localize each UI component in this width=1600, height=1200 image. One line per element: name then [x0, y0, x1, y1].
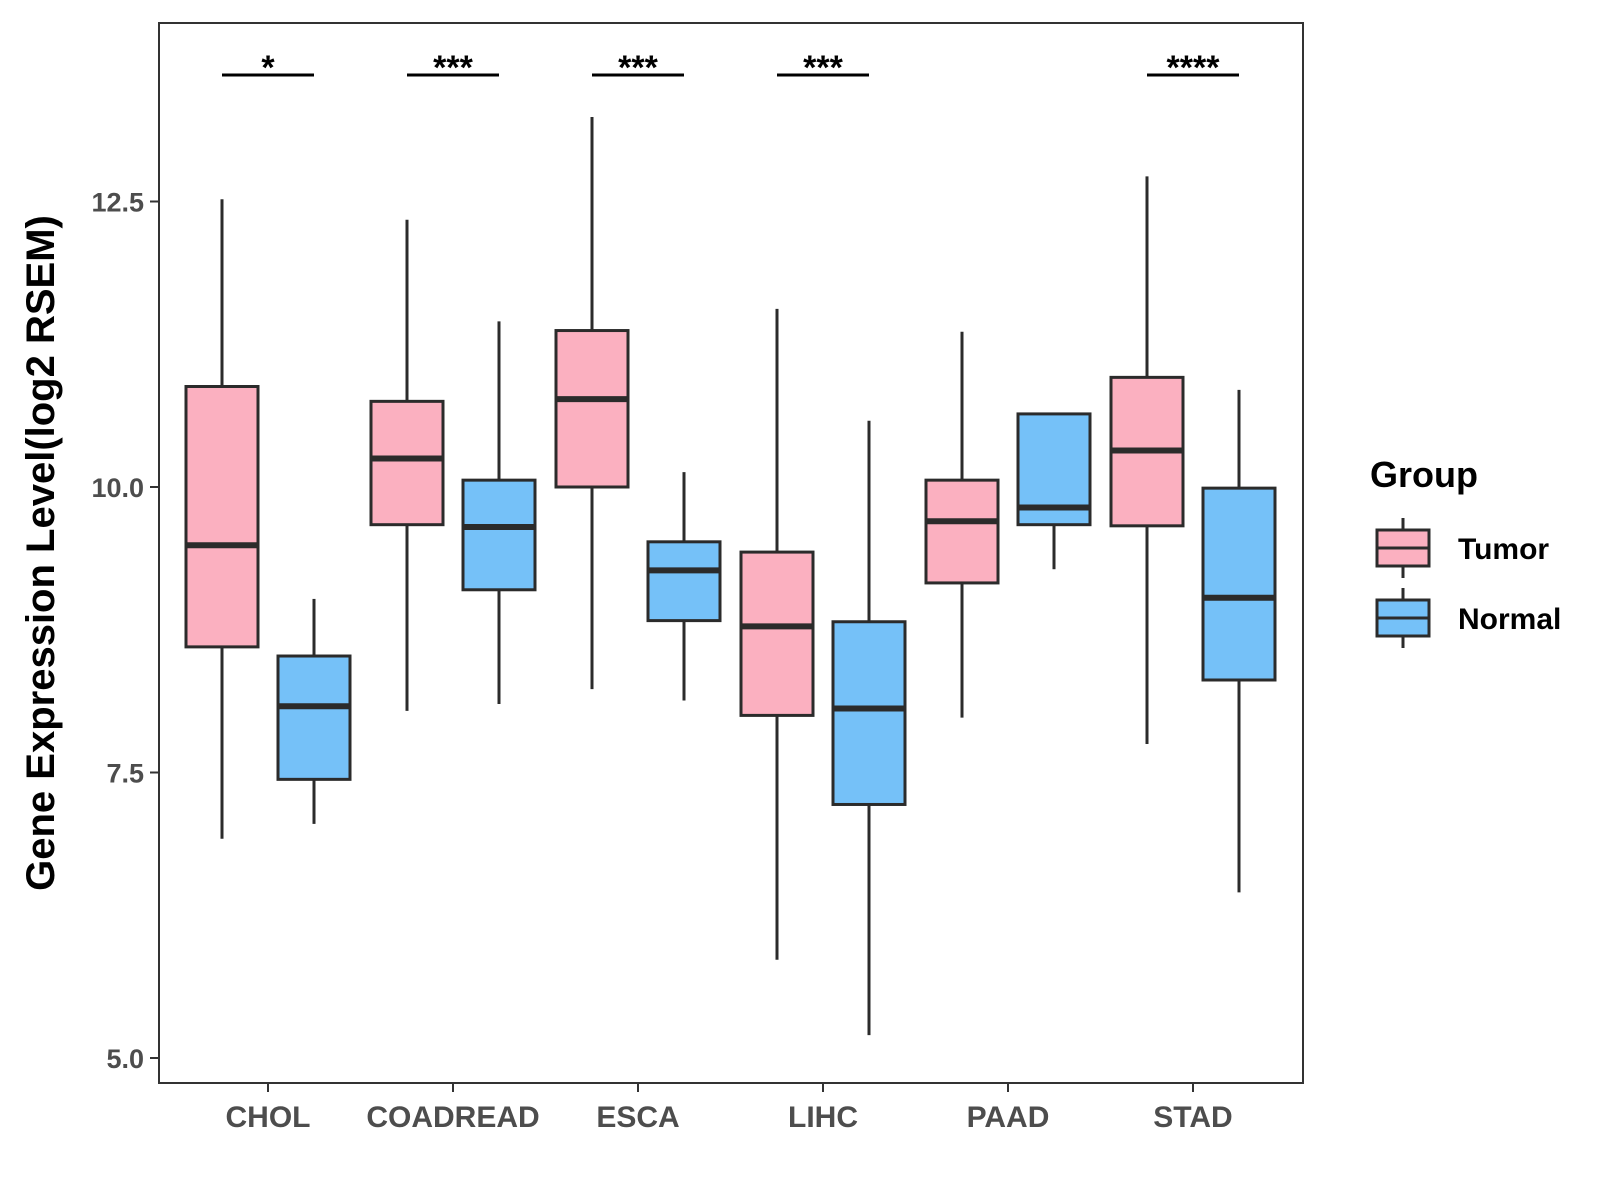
legend-label: Normal [1458, 603, 1561, 636]
box-iqr [646, 540, 722, 623]
box-iqr [924, 478, 1000, 585]
box-coadread-tumor [369, 219, 445, 711]
legend-item-normal: Normal [1375, 588, 1561, 648]
box-chol-normal [276, 598, 352, 824]
x-tick-label: STAD [1153, 1101, 1232, 1134]
box-iqr [831, 620, 907, 806]
box-iqr [739, 550, 815, 717]
box-esca-tumor [554, 116, 630, 690]
y-tick-label: 5.0 [106, 1044, 144, 1074]
x-tick-label: LIHC [788, 1101, 858, 1134]
box-iqr [276, 654, 352, 781]
box-coadread-normal [461, 321, 537, 704]
box-lihc-normal [831, 420, 907, 1036]
box-iqr [184, 385, 260, 649]
plot-panel-border [158, 22, 1304, 1084]
significance-label: **** [1167, 49, 1221, 87]
box-paad-tumor [924, 331, 1000, 718]
y-tick-label: 7.5 [106, 759, 144, 789]
box-paad-normal [1016, 412, 1092, 570]
box-iqr [1201, 486, 1277, 682]
plot-marks [184, 116, 1277, 1036]
significance-label: *** [433, 49, 473, 87]
y-axis-title: Gene Expression Level(log2 RSEM) [19, 215, 63, 891]
legend: Group Tumor Normal [1370, 454, 1561, 648]
box-chol-tumor [184, 199, 260, 839]
legend-label: Tumor [1458, 533, 1549, 566]
x-tick-label: COADREAD [366, 1101, 539, 1134]
significance-label: *** [618, 49, 658, 87]
x-tick-label: PAAD [967, 1101, 1050, 1134]
box-stad-tumor [1109, 176, 1185, 744]
box-iqr [369, 399, 445, 527]
box-stad-normal [1201, 389, 1277, 893]
box-iqr [554, 329, 630, 489]
box-esca-normal [646, 472, 722, 701]
significance-label: *** [803, 49, 843, 87]
x-tick-label: CHOL [226, 1101, 311, 1134]
significance-layer: * *** *** *** **** [222, 49, 1239, 87]
legend-title: Group [1370, 454, 1478, 495]
box-lihc-tumor [739, 308, 815, 960]
significance-label: * [261, 49, 275, 87]
y-tick-label: 10.0 [91, 473, 144, 503]
legend-item-tumor: Tumor [1375, 518, 1549, 578]
x-axis: CHOL COADREAD ESCA LIHC PAAD STAD [226, 1083, 1233, 1134]
y-axis: 5.0 7.5 10.0 12.5 [91, 188, 159, 1074]
box-iqr [461, 478, 537, 592]
y-tick-label: 12.5 [91, 188, 144, 218]
x-tick-label: ESCA [596, 1101, 679, 1134]
